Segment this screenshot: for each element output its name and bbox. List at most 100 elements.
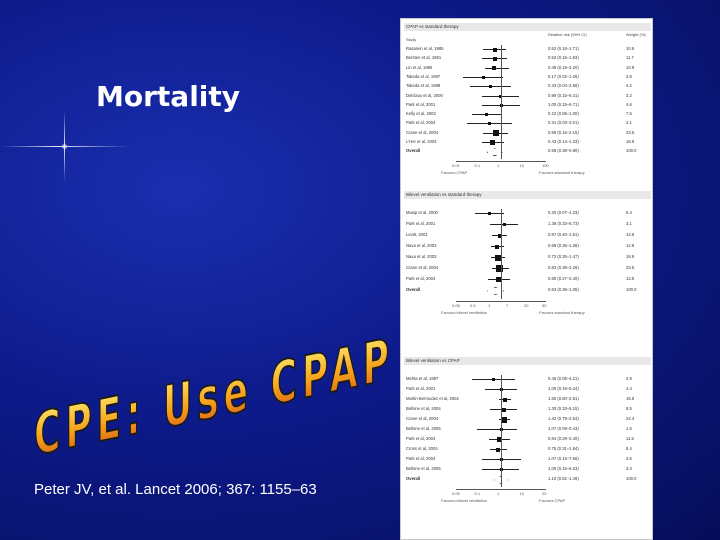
point-estimate	[496, 437, 502, 442]
study-row: Crane et al, 2004 0.83 (0.38–2.26) 23.5	[406, 264, 646, 273]
overall-row: Overall 0.59 (0.38–0.90) 100.0	[406, 147, 646, 157]
panel-heading: Bilevel ventilation vs CPAP	[404, 357, 651, 365]
favours-right-label: Favours standard therapy	[539, 169, 585, 175]
overall-diamond	[493, 476, 508, 484]
study-relative-risk: 0.63 (0.39–1.05)	[548, 287, 579, 292]
study-name: Mehta et al, 1997	[406, 376, 439, 381]
x-axis	[456, 489, 546, 490]
study-weight: 3.3	[626, 466, 632, 471]
study-weight: 4.4	[626, 386, 632, 391]
favours-right-label: Favours CPAP	[539, 498, 566, 503]
study-row: Martin-Bermudez et al, 2002 1.50 (0.80–2.…	[406, 395, 646, 404]
overall-row: Overall 1.10 (0.81–1.49) 100.0	[406, 475, 646, 484]
x-tick-label: 0.01	[452, 162, 460, 168]
favours-left-label: Favours CPAP	[441, 169, 468, 175]
point-estimate	[490, 140, 496, 145]
x-tick-label: 20	[524, 303, 529, 308]
study-relative-risk: 0.52 (0.15–1.83)	[548, 55, 579, 61]
point-estimate	[497, 233, 502, 238]
column-header-weight: Weight (%)	[626, 32, 646, 37]
study-relative-risk: 0.43 (0.14–1.33)	[548, 139, 579, 144]
study-row: Nava et al, 2003 0.69 (0.35–1.36) 12.8	[406, 242, 646, 251]
study-row: Bersten et al, 1991 0.52 (0.15–1.83) 11.7	[406, 54, 646, 63]
x-axis	[456, 160, 546, 162]
study-weight: 16.6	[626, 396, 635, 401]
point-estimate	[491, 378, 495, 381]
study-name: Levitt, 2001	[406, 232, 428, 237]
study-weight: 23.5	[626, 129, 635, 135]
study-row: Mehta et al, 1997 0.45 (0.05–4.21) 2.9	[406, 375, 646, 384]
favours-left-label: Favours bilevel ventilation	[441, 310, 488, 315]
x-tick-label: 100	[542, 162, 549, 168]
point-estimate	[482, 75, 486, 79]
x-tick-label: 0.05	[452, 491, 460, 496]
study-relative-risk: 0.49 (0.19–2.20)	[548, 64, 579, 70]
study-relative-risk: 0.31 (0.03–3.01)	[548, 120, 579, 126]
study-name: Rasanen et al, 1985	[406, 46, 444, 51]
point-estimate	[492, 66, 497, 71]
study-relative-risk: 0.75 (0.31–1.84)	[548, 446, 579, 451]
study-relative-risk: 0.87 (0.40–1.91)	[548, 232, 579, 237]
study-row: Park et al, 2001 1.00 (0.15–6.71) 4.6	[406, 101, 646, 110]
forest-panel: Bilevel ventilation vs CPAP Mehta et al, …	[401, 357, 652, 517]
study-weight: 10.6	[626, 46, 635, 51]
reference-line	[501, 375, 502, 487]
study-weight: 1.6	[626, 426, 632, 431]
study-name: Overall	[406, 476, 421, 481]
citation: Peter JV, et al. Lancet 2006; 367: 1155–…	[34, 481, 317, 498]
study-name: Takeda et al, 1998	[406, 83, 441, 89]
forest-panel: CPAP vs standard therapy Study Relative ri…	[401, 23, 652, 183]
study-weight: 11.7	[626, 55, 634, 61]
study-row: Nava et al, 2003 0.72 (0.35–1.47) 18.9	[406, 253, 646, 262]
study-name: Takeda et al, 1997	[406, 73, 441, 79]
study-relative-risk: 0.30 (0.07–1.33)	[548, 210, 579, 215]
study-name: Nava et al, 2003	[406, 254, 437, 259]
study-name: Delclaux et al, 2000	[406, 92, 443, 98]
study-name: Overall	[406, 148, 421, 154]
study-row: Lin et al, 1995 0.49 (0.19–2.20) 10.9	[406, 64, 646, 73]
study-row: Bellone et al, 2004 1.30 (0.33–5.15) 8.5	[406, 405, 646, 414]
x-tick-label: 50	[542, 303, 547, 308]
study-weight: 23.5	[626, 265, 635, 270]
study-relative-risk: 1.00 (0.15–6.71)	[548, 101, 579, 107]
point-estimate	[495, 265, 503, 272]
study-name: Bellone et al, 2005	[406, 426, 441, 431]
study-row: Delclaux et al, 2000 0.99 (0.15–6.41) 3.2	[406, 92, 646, 101]
study-row: Park et al, 2004 0.31 (0.03–3.01) 4.1	[406, 119, 646, 128]
x-tick-label: 10	[519, 162, 524, 168]
headline-text: CPE: Use CPAP	[34, 338, 394, 468]
study-weight: 13.5	[626, 276, 635, 281]
forest-panel: Bilevel ventilation vs standard therapy M…	[401, 191, 652, 351]
study-relative-risk: 0.33 (0.04–2.68)	[548, 83, 579, 89]
study-name: Martin-Bermudez et al, 2002	[406, 396, 459, 401]
study-weight: 18.9	[626, 254, 635, 259]
overall-diamond	[486, 148, 503, 157]
study-name: Masip et al, 2000	[406, 210, 438, 215]
panel-heading: CPAP vs standard therapy	[404, 23, 651, 31]
reference-line	[501, 209, 502, 299]
study-row: Rasanen et al, 1985 0.52 (0.16–1.71) 10.6	[406, 45, 646, 54]
study-relative-risk: 1.50 (0.80–2.81)	[548, 396, 579, 401]
study-row: Park et al, 2004 0.84 (0.29–2.40) 11.5	[406, 435, 646, 444]
study-weight: 4.6	[626, 101, 632, 107]
study-row: Masip et al, 2000 0.30 (0.07–1.33) 5.4	[406, 209, 646, 218]
overall-row: Overall 0.63 (0.39–1.05) 100.0	[406, 286, 646, 295]
x-tick-label: 20	[542, 491, 547, 496]
favours-left-label: Favours bilevel ventilation	[441, 498, 488, 503]
x-tick-label: 1	[488, 303, 491, 308]
study-name: Kelly et al, 2002	[406, 111, 436, 117]
confidence-interval	[484, 67, 509, 69]
x-tick-label: 0.05	[452, 303, 460, 308]
slide-title: Mortality	[96, 80, 241, 113]
study-name: Park et al, 2004	[406, 436, 436, 441]
favours-right-label: Favours standard therapy	[539, 310, 585, 315]
study-relative-risk: 0.17 (0.02–1.28)	[548, 73, 579, 79]
study-name: L'Her et al, 2004	[406, 139, 437, 144]
study-row: Levitt, 2001 0.87 (0.40–1.91) 14.6	[406, 231, 646, 240]
x-axis	[456, 301, 546, 302]
study-relative-risk: 1.38 (0.33–5.73)	[548, 221, 579, 226]
point-estimate	[492, 47, 497, 52]
panel-heading: Bilevel ventilation vs standard therapy	[404, 191, 651, 199]
study-weight: 7.5	[626, 111, 632, 117]
